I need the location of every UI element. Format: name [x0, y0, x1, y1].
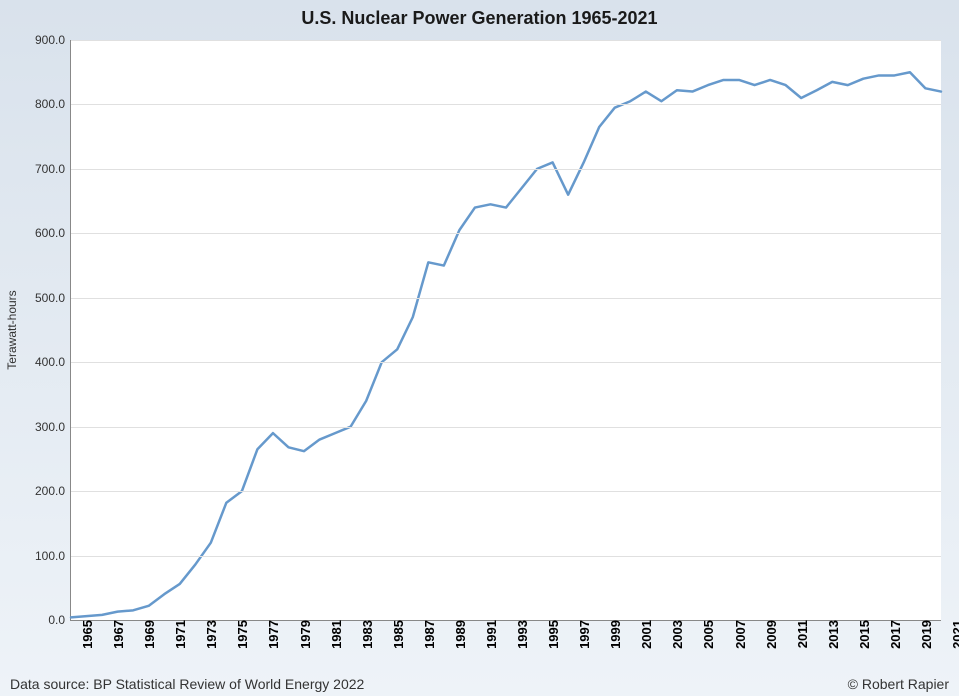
- gridline: [71, 491, 941, 492]
- chart-title: U.S. Nuclear Power Generation 1965-2021: [0, 8, 959, 29]
- x-tick-label: 2007: [729, 620, 748, 649]
- x-tick-label: 1999: [604, 620, 623, 649]
- x-tick-label: 1975: [231, 620, 250, 649]
- y-tick-label: 800.0: [35, 97, 71, 111]
- gridline: [71, 298, 941, 299]
- y-tick-label: 500.0: [35, 291, 71, 305]
- data-source-label: Data source: BP Statistical Review of Wo…: [10, 676, 364, 692]
- line-chart-svg: [71, 40, 941, 620]
- x-tick-label: 2019: [915, 620, 934, 649]
- x-tick-label: 1983: [356, 620, 375, 649]
- y-tick-label: 200.0: [35, 484, 71, 498]
- gridline: [71, 169, 941, 170]
- gridline: [71, 233, 941, 234]
- data-line: [71, 72, 941, 617]
- gridline: [71, 427, 941, 428]
- x-tick-label: 2013: [822, 620, 841, 649]
- x-tick-label: 2021: [946, 620, 959, 649]
- y-tick-label: 600.0: [35, 226, 71, 240]
- gridline: [71, 104, 941, 105]
- y-tick-label: 100.0: [35, 549, 71, 563]
- x-tick-label: 1991: [480, 620, 499, 649]
- x-tick-label: 1997: [573, 620, 592, 649]
- x-tick-label: 1973: [200, 620, 219, 649]
- x-tick-label: 2011: [791, 620, 810, 648]
- y-axis-title: Terawatt-hours: [5, 290, 19, 369]
- x-tick-label: 2005: [697, 620, 716, 649]
- copyright-label: © Robert Rapier: [848, 676, 949, 692]
- x-tick-label: 1987: [418, 620, 437, 649]
- x-tick-label: 1989: [449, 620, 468, 649]
- x-tick-label: 1993: [511, 620, 530, 649]
- gridline: [71, 40, 941, 41]
- gridline: [71, 362, 941, 363]
- x-tick-label: 1971: [169, 620, 188, 649]
- gridline: [71, 556, 941, 557]
- x-tick-label: 1967: [107, 620, 126, 649]
- x-tick-label: 1965: [76, 620, 95, 649]
- x-tick-label: 2017: [884, 620, 903, 649]
- x-tick-label: 2009: [760, 620, 779, 649]
- y-tick-label: 900.0: [35, 33, 71, 47]
- x-tick-label: 2001: [635, 620, 654, 649]
- x-tick-label: 2003: [666, 620, 685, 649]
- x-tick-label: 1981: [325, 620, 344, 649]
- x-tick-label: 1985: [387, 620, 406, 649]
- chart-container: U.S. Nuclear Power Generation 1965-2021 …: [0, 0, 959, 696]
- y-tick-label: 700.0: [35, 162, 71, 176]
- y-tick-label: 400.0: [35, 355, 71, 369]
- x-tick-label: 2015: [853, 620, 872, 649]
- x-tick-label: 1995: [542, 620, 561, 649]
- x-tick-label: 1979: [294, 620, 313, 649]
- plot-area: 0.0100.0200.0300.0400.0500.0600.0700.080…: [70, 40, 941, 621]
- y-tick-label: 300.0: [35, 420, 71, 434]
- x-tick-label: 1969: [138, 620, 157, 649]
- y-tick-label: 0.0: [48, 613, 71, 627]
- x-tick-label: 1977: [262, 620, 281, 649]
